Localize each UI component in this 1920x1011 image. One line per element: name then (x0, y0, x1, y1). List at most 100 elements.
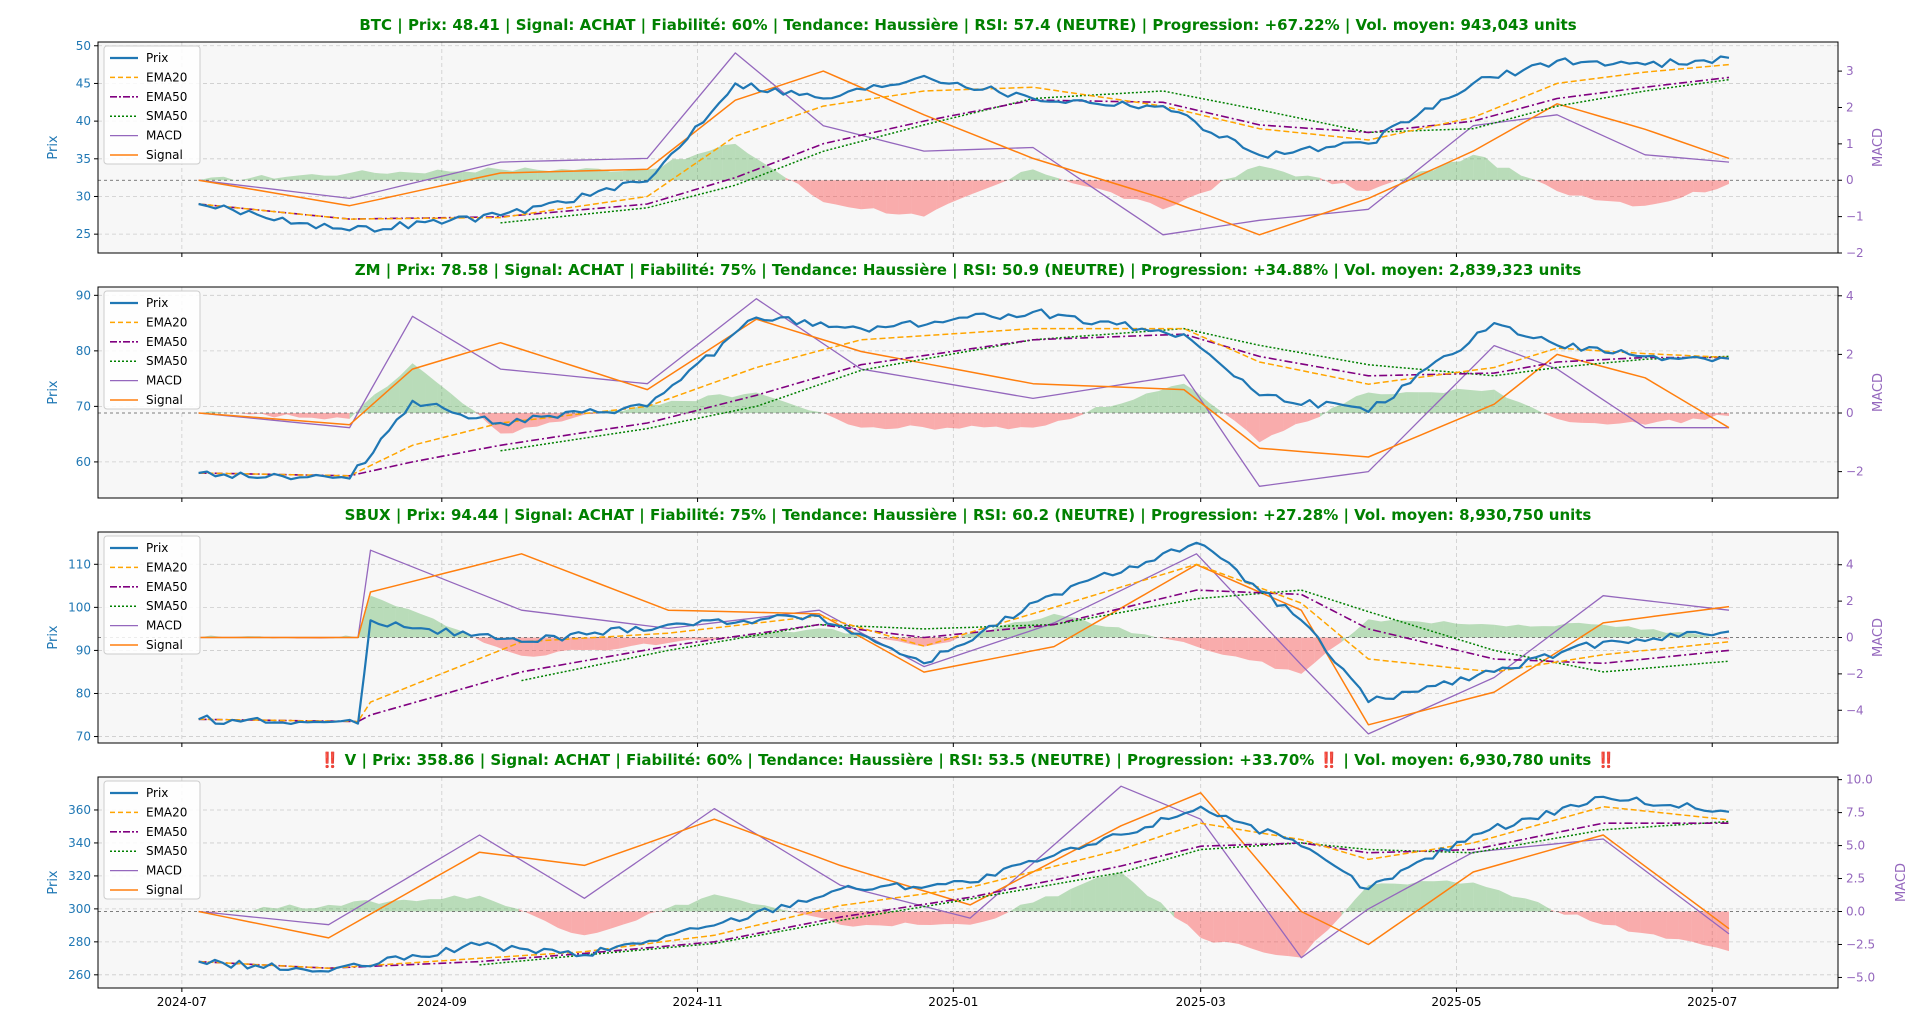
macd-histogram-bar (341, 901, 354, 912)
macd-histogram-bar (1456, 623, 1470, 638)
y-tick-label: 70 (76, 399, 91, 413)
macd-histogram-bar (1183, 383, 1197, 414)
macd-histogram-bar (584, 911, 598, 936)
y-tick-label: 110 (68, 557, 91, 571)
series-ema50 (198, 333, 1729, 477)
x-tick-label: 2025-01 (928, 995, 978, 1009)
y-axis-label: Prix (46, 135, 61, 160)
macd-histogram-bar (1222, 637, 1236, 657)
macd-histogram-bar (1569, 180, 1583, 196)
macd-histogram-bar (918, 911, 932, 926)
macd-histogram-bar (773, 169, 786, 181)
legend-entry: SMA50 (146, 844, 187, 858)
macd-histogram-bar (1582, 180, 1595, 201)
macd-histogram-bar (1213, 911, 1226, 943)
macd-histogram-bar (1160, 902, 1175, 918)
macd-histogram-bar (1221, 411, 1235, 421)
macd-histogram-bar (806, 628, 820, 638)
macd-histogram-bar (1431, 621, 1444, 638)
macd-histogram-bar (1406, 620, 1419, 638)
macd-histogram-bar (1275, 637, 1289, 670)
y-tick-label: 300 (68, 902, 91, 916)
macd-histogram-bar (483, 637, 497, 647)
legend-entry: SMA50 (146, 354, 187, 368)
macd-histogram-bar (1157, 637, 1171, 640)
macd-histogram-bar (261, 174, 275, 181)
y-tick-label: 80 (76, 344, 91, 358)
series-ema20 (198, 563, 1730, 723)
macd-histogram-bar (1533, 179, 1546, 185)
y-tick-label: 45 (76, 76, 91, 90)
macd-histogram-bar (1628, 626, 1641, 638)
macd-histogram-bar (1381, 180, 1395, 186)
y-tick-label: 100 (68, 600, 91, 614)
macd-histogram-bar (492, 900, 506, 912)
macd-histogram-bar (1108, 871, 1122, 912)
macd-histogram-bar (1095, 406, 1109, 414)
y2-tick-label: 2.5 (1846, 872, 1865, 886)
y-tick-label: 40 (76, 114, 91, 128)
macd-histogram-bar (840, 911, 854, 927)
macd-histogram-bar (760, 161, 774, 181)
macd-histogram-bar (1368, 883, 1382, 912)
y-tick-label: 340 (68, 836, 91, 850)
macd-histogram-bar (1469, 389, 1482, 414)
macd-histogram-bar (1295, 175, 1308, 181)
macd-histogram-bar (886, 180, 899, 215)
macd-histogram-bar (1045, 413, 1059, 426)
macd-histogram-bar (672, 159, 685, 181)
macd-histogram-bar (905, 911, 919, 925)
macd-histogram-bar (1447, 161, 1461, 181)
macd-histogram-bar (1020, 902, 1033, 912)
macd-histogram-bar (505, 905, 519, 912)
macd-histogram-bar (1027, 618, 1041, 638)
macd-histogram-bar (1645, 180, 1658, 206)
y2-tick-label: 10.0 (1846, 773, 1873, 787)
plot-frame (97, 776, 1839, 989)
macd-histogram-bar (1246, 413, 1260, 443)
macd-histogram-bar (688, 898, 702, 912)
macd-histogram-bar (570, 637, 583, 651)
macd-histogram-bar (1693, 413, 1706, 420)
y2-tick-label: 2 (1846, 100, 1854, 114)
y2-tick-label: 0 (1846, 173, 1854, 187)
y-tick-label: 30 (76, 189, 91, 203)
macd-histogram-bar (683, 401, 696, 414)
macd-histogram-bar (1263, 911, 1277, 955)
macd-histogram-bar (512, 413, 525, 434)
y-tick-label: 25 (76, 227, 91, 241)
macd-histogram-bar (1020, 413, 1033, 428)
macd-histogram-bar (521, 637, 534, 657)
macd-histogram-bar (972, 180, 985, 194)
macd-histogram-bar (936, 180, 949, 210)
macd-histogram-bar (1456, 388, 1470, 414)
y2-tick-label: 4 (1846, 289, 1854, 303)
macd-histogram-bar (1481, 624, 1495, 638)
macd-histogram-bar (286, 413, 300, 418)
macd-histogram-bar (1301, 637, 1315, 674)
macd-histogram-bar (558, 911, 572, 933)
macd-histogram-bar (1557, 180, 1570, 196)
macd-histogram-bar (1551, 909, 1565, 915)
macd-histogram-bar (1653, 629, 1667, 638)
macd-histogram-bar (1133, 393, 1147, 414)
macd-histogram-bar (810, 180, 824, 203)
macd-histogram-bar (1095, 875, 1109, 912)
macd-histogram-bar (671, 400, 684, 414)
macd-histogram-bar (1506, 624, 1519, 638)
macd-histogram-bar (781, 631, 794, 638)
macd-histogram-bar (1509, 167, 1522, 181)
macd-histogram-bar (1497, 167, 1510, 181)
chart-title: ‼️ V | Prix: 358.86 | Signal: ACHAT | Fi… (321, 751, 1616, 770)
macd-histogram-bar (722, 143, 736, 181)
macd-histogram-bar (598, 168, 611, 181)
macd-histogram-bar (1578, 622, 1592, 638)
macd-histogram-bar (366, 900, 379, 912)
macd-histogram-bar (362, 394, 375, 414)
macd-histogram-bar (1209, 402, 1222, 414)
macd-histogram-bar (524, 167, 538, 181)
macd-histogram-bar (1170, 637, 1184, 642)
macd-histogram-bar (1525, 898, 1539, 912)
macd-histogram-bar (302, 908, 316, 912)
macd-histogram-bar (795, 405, 809, 414)
